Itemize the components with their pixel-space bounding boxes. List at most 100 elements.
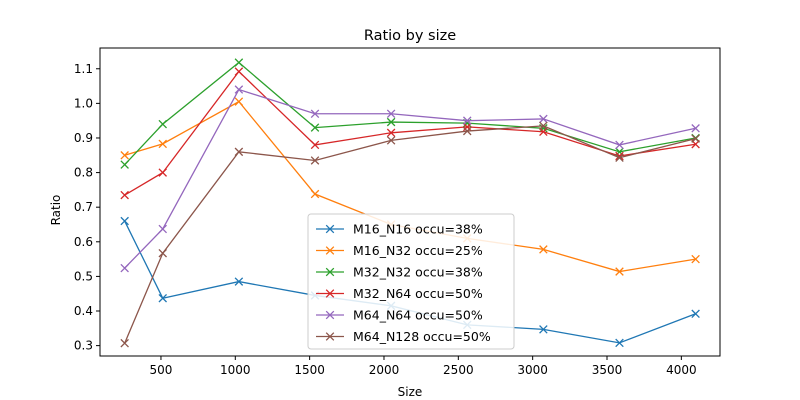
data-point (158, 139, 168, 149)
data-point (158, 168, 168, 177)
x-marker-stroke (539, 325, 548, 334)
series-6 (120, 121, 700, 348)
legend-entry: M32_N64 occu=50% (316, 286, 483, 301)
x-marker-stroke (325, 332, 335, 341)
x-marker-stroke (120, 216, 129, 226)
y-axis-label: Ratio (49, 195, 63, 226)
x-tick-label: 3500 (592, 363, 623, 377)
x-marker-stroke (615, 140, 624, 150)
data-point (158, 119, 168, 129)
x-marker-stroke (120, 160, 129, 169)
legend-marker (325, 310, 335, 320)
x-marker-stroke (158, 248, 168, 258)
x-marker-stroke (158, 293, 168, 303)
legend-entry: M32_N32 occu=38% (316, 265, 483, 280)
plot-area: 500 1000 1500 2000 2500 3000 3500 4000 0.3 0.4 0.5… (74, 47, 721, 377)
data-point (386, 136, 396, 145)
x-marker-stroke (120, 263, 129, 273)
data-point (310, 109, 320, 119)
legend-label: M64_N64 occu=50% (353, 308, 483, 323)
y-tick-label: 0.3 (74, 339, 93, 353)
data-point (462, 116, 472, 125)
x-marker-stroke (386, 117, 396, 127)
x-marker-stroke (691, 254, 700, 264)
x-marker-stroke (234, 85, 244, 94)
x-marker-stroke (120, 151, 129, 160)
x-marker-stroke (691, 309, 700, 319)
x-marker-stroke (386, 136, 396, 145)
data-point (310, 140, 320, 150)
x-marker-stroke (158, 168, 168, 177)
y-tick-label: 1.0 (74, 96, 93, 110)
legend-label: M64_N128 occu=50% (353, 329, 491, 344)
x-tick-label: 2500 (443, 363, 474, 377)
axes-frame (99, 47, 721, 357)
x-marker-stroke (615, 338, 624, 348)
x-marker-stroke (325, 246, 335, 255)
data-point (615, 153, 624, 162)
data-point (615, 338, 624, 348)
x-marker-stroke (325, 289, 335, 298)
data-point (158, 248, 168, 258)
data-point (234, 147, 244, 157)
x-tick-label: 1500 (294, 363, 325, 377)
x-marker-stroke (310, 156, 320, 165)
x-marker-stroke (386, 109, 396, 119)
x-marker-stroke (386, 128, 396, 138)
x-marker-stroke (120, 190, 129, 200)
x-marker-stroke (234, 67, 244, 76)
data-point (539, 245, 548, 254)
legend-marker (325, 332, 335, 341)
data-point (691, 124, 700, 133)
x-marker-stroke (691, 124, 700, 133)
legend-entry: M64_N128 occu=50% (316, 329, 491, 344)
data-point (615, 267, 624, 276)
x-marker-stroke (234, 147, 244, 157)
data-point (120, 190, 129, 200)
x-marker-stroke (310, 189, 320, 199)
x-tick-label: 500 (150, 363, 173, 377)
legend-marker (325, 224, 335, 234)
x-marker-stroke (539, 121, 548, 131)
y-tick-label: 1.1 (74, 62, 93, 76)
series-line (124, 61, 696, 166)
legend-entry: M16_N16 occu=38% (316, 222, 483, 237)
x-tick-label: 2000 (369, 363, 400, 377)
x-marker-stroke (615, 267, 624, 276)
x-tick-label: 1000 (220, 363, 251, 377)
y-tick-label: 0.7 (74, 200, 93, 214)
legend-label: M32_N32 occu=38% (353, 265, 483, 280)
x-tick-label: 4000 (666, 363, 697, 377)
data-point (691, 134, 700, 143)
data-point (310, 156, 320, 165)
x-marker-stroke (120, 338, 129, 348)
x-marker-stroke (539, 245, 548, 254)
data-point (120, 338, 129, 348)
data-point (691, 309, 700, 319)
data-point (120, 151, 129, 160)
legend: M16_N16 occu=38% M16_N32 occu=25% M32_N32 … (307, 213, 515, 350)
y-tick-label: 0.4 (74, 304, 93, 318)
x-marker-stroke (615, 153, 624, 162)
y-tick-label: 0.6 (74, 235, 93, 249)
x-marker-stroke (234, 97, 244, 106)
x-tick-label: 3000 (517, 363, 548, 377)
x-marker-stroke (234, 58, 244, 67)
data-point (158, 293, 168, 303)
legend-label: M16_N16 occu=38% (353, 222, 483, 237)
x-marker-stroke (310, 140, 320, 150)
x-marker-stroke (325, 224, 335, 234)
data-point (120, 263, 129, 273)
y-tick-label: 0.9 (74, 131, 93, 145)
series-line (124, 70, 696, 196)
data-point (691, 254, 700, 264)
legend-entry: M16_N32 occu=25% (316, 243, 483, 258)
x-marker-stroke (158, 119, 168, 129)
x-marker-stroke (615, 151, 624, 161)
legend-entry: M64_N64 occu=50% (316, 308, 483, 323)
data-point (462, 126, 472, 136)
x-marker-stroke (325, 267, 335, 277)
data-point (386, 109, 396, 119)
data-point (386, 117, 396, 127)
data-point (234, 58, 244, 67)
